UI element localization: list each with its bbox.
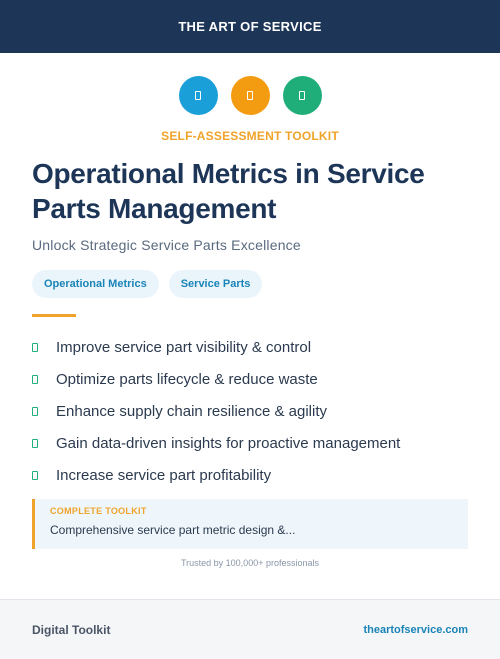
brand-name: THE ART OF SERVICE bbox=[178, 19, 322, 34]
callout-text: Comprehensive service part metric design… bbox=[50, 523, 296, 537]
check-icon bbox=[32, 406, 38, 416]
list-item-text: Increase service part profitability bbox=[56, 466, 272, 484]
list-item: Optimize parts lifecycle & reduce waste bbox=[32, 363, 472, 395]
document-icon bbox=[282, 76, 322, 115]
document-icon bbox=[178, 76, 218, 115]
list-item-text: Optimize parts lifecycle & reduce waste bbox=[56, 370, 318, 388]
website-link[interactable]: theartofservice.com bbox=[363, 623, 468, 636]
tag-operational-metrics[interactable]: Operational Metrics bbox=[32, 270, 159, 298]
document-icon bbox=[230, 76, 270, 115]
benefit-list: Improve service part visibility & contro… bbox=[32, 331, 472, 491]
top-banner: THE ART OF SERVICE bbox=[0, 0, 500, 53]
trust-note: Trusted by 100,000+ professionals bbox=[180, 558, 319, 568]
check-icon bbox=[32, 342, 38, 352]
footer-label: Digital Toolkit bbox=[32, 622, 111, 637]
list-item-text: Improve service part visibility & contro… bbox=[56, 338, 312, 356]
kicker-label: SELF-ASSESSMENT TOOLKIT bbox=[161, 129, 339, 143]
list-item: Enhance supply chain resilience & agilit… bbox=[32, 395, 472, 427]
check-icon bbox=[32, 374, 38, 384]
toolkit-callout: COMPLETE TOOLKIT Comprehensive service p… bbox=[32, 499, 468, 549]
list-item: Increase service part profitability bbox=[32, 459, 472, 491]
page-title: Operational Metrics in Service Parts Man… bbox=[32, 158, 425, 224]
accent-divider bbox=[32, 314, 76, 317]
check-icon bbox=[32, 470, 38, 480]
list-item: Improve service part visibility & contro… bbox=[32, 331, 472, 363]
check-icon bbox=[32, 438, 38, 448]
tag-list: Operational Metrics Service Parts bbox=[32, 270, 263, 298]
list-item-text: Gain data-driven insights for proactive … bbox=[56, 434, 401, 452]
footer: Digital Toolkit theartofservice.com bbox=[0, 599, 500, 659]
list-item-text: Enhance supply chain resilience & agilit… bbox=[56, 402, 327, 420]
callout-label: COMPLETE TOOLKIT bbox=[50, 506, 147, 516]
tag-service-parts[interactable]: Service Parts bbox=[168, 270, 263, 298]
page-subtitle: Unlock Strategic Service Parts Excellenc… bbox=[32, 237, 301, 253]
icon-row bbox=[0, 76, 500, 115]
list-item: Gain data-driven insights for proactive … bbox=[32, 427, 472, 459]
